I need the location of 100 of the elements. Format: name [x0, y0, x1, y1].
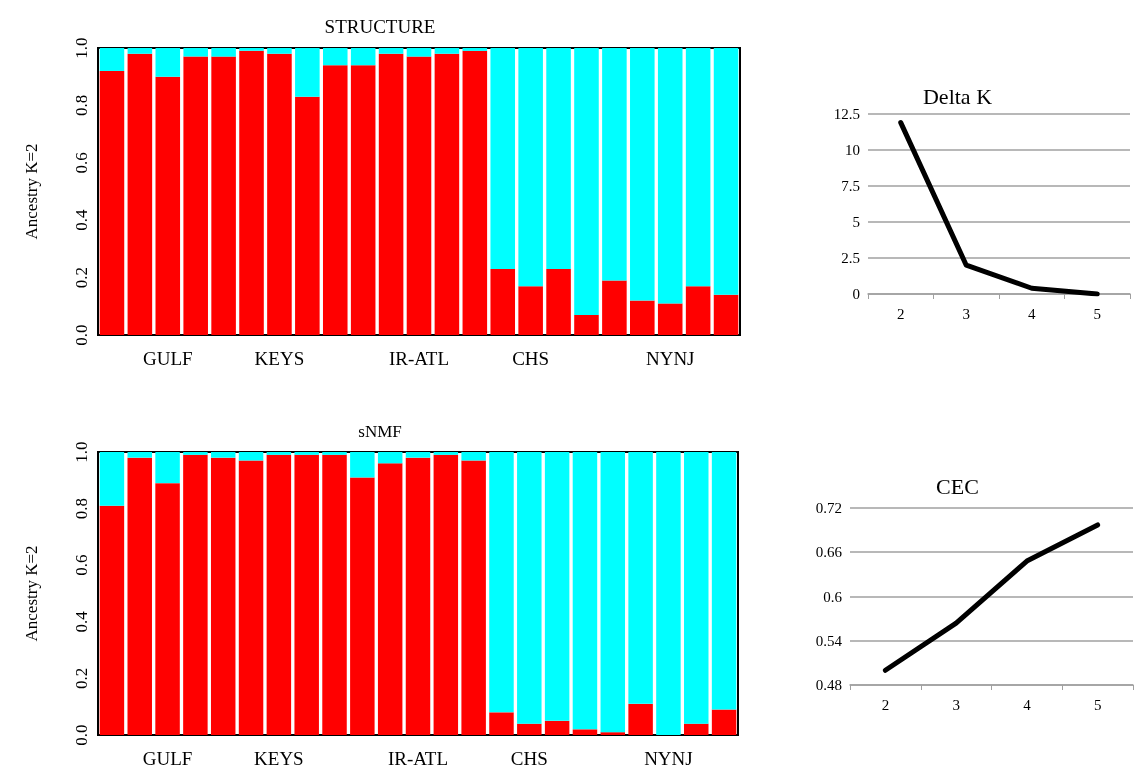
bar [657, 48, 683, 304]
y-tick-label: 0.6 [823, 588, 843, 605]
bar [295, 48, 320, 97]
bar [433, 452, 459, 455]
bar [322, 454, 347, 735]
bar [461, 452, 486, 461]
bar [489, 452, 514, 713]
bar [183, 452, 208, 455]
bar [378, 53, 404, 335]
bar [630, 300, 655, 335]
x-tick-label: CHS [512, 348, 550, 369]
bar [210, 452, 236, 458]
bar [99, 452, 125, 506]
y-tick-label: 0.8 [72, 94, 91, 117]
bar [461, 460, 486, 735]
bar [295, 96, 320, 335]
x-tick-label: 2 [881, 696, 890, 713]
bar [378, 48, 404, 54]
bar [183, 48, 208, 57]
x-tick-label: GULF [142, 348, 193, 369]
bar [405, 452, 431, 458]
x-tick-label: KEYS [254, 748, 304, 769]
bar [127, 48, 153, 54]
y-tick-label: 0.66 [815, 544, 843, 561]
bar [406, 56, 432, 335]
x-tick-label: 4 [1023, 696, 1032, 713]
x-tick-label: CHS [510, 748, 548, 769]
y-tick-label: 1.0 [72, 441, 91, 463]
bar [574, 314, 599, 335]
y-tick-label: 1.0 [72, 37, 91, 59]
chart-title: STRUCTURE [324, 16, 436, 37]
y-tick-label: 0.48 [815, 677, 842, 693]
bar [294, 452, 319, 455]
bar [518, 48, 543, 287]
bar [406, 48, 432, 57]
y-tick-label: 0.4 [72, 610, 91, 633]
bar [711, 452, 737, 710]
bar [211, 56, 236, 335]
bar [294, 454, 319, 735]
y-tick-label: 0.2 [72, 266, 91, 289]
bar [405, 457, 431, 735]
bar [267, 53, 292, 335]
chart-title: CEC [936, 473, 979, 499]
bar [546, 268, 571, 335]
bar [183, 56, 208, 335]
y-tick-label: 0.6 [72, 554, 91, 576]
bar [517, 723, 542, 735]
bar [490, 48, 516, 269]
bar [155, 452, 180, 484]
bar [211, 48, 236, 57]
x-tick-label: NYNJ [645, 348, 695, 369]
y-tick-label: 0.0 [72, 724, 91, 746]
y-tick-label: 0.72 [815, 500, 842, 516]
bar [377, 463, 403, 735]
y-axis-title: Ancestry K=2 [22, 143, 41, 240]
y-tick-label: 0.2 [72, 667, 91, 690]
x-tick-label: GULF [142, 748, 193, 769]
x-tick-label: 4 [1028, 305, 1036, 322]
y-tick-label: 12.5 [833, 106, 860, 122]
bar [155, 48, 181, 77]
y-tick-label: 7.5 [841, 178, 860, 194]
x-tick-label: 2 [897, 305, 905, 322]
bar [433, 454, 459, 735]
bar [600, 732, 626, 735]
bar [350, 452, 375, 478]
bar [462, 50, 488, 335]
bar [322, 452, 347, 455]
bar [628, 452, 653, 704]
y-tick-label: 10 [845, 142, 860, 158]
bar [685, 286, 711, 335]
bar [322, 65, 348, 335]
bar [684, 452, 709, 724]
bar [127, 452, 152, 458]
bar [239, 48, 264, 51]
bar [239, 50, 264, 335]
bar [684, 723, 709, 735]
chart-title: sNMF [358, 422, 402, 441]
bar [518, 286, 543, 335]
bar [127, 53, 153, 335]
bar [350, 65, 376, 335]
bar [602, 48, 627, 281]
x-tick-label: 5 [1093, 696, 1102, 713]
bar [434, 53, 460, 335]
x-tick-label: 5 [1093, 305, 1101, 322]
bar [99, 70, 125, 335]
bar [656, 452, 681, 735]
bar [628, 703, 653, 735]
x-tick-label: IR-ATL [388, 348, 450, 369]
bar [572, 729, 598, 735]
bar [210, 457, 236, 735]
bar [685, 48, 711, 287]
y-tick-label: 0.4 [72, 209, 91, 231]
bar [602, 280, 627, 335]
bar [266, 454, 292, 735]
bar [546, 48, 571, 269]
bar [517, 452, 542, 724]
bar [711, 709, 737, 735]
bar [266, 452, 292, 455]
bar [572, 452, 598, 730]
bar [127, 457, 152, 735]
